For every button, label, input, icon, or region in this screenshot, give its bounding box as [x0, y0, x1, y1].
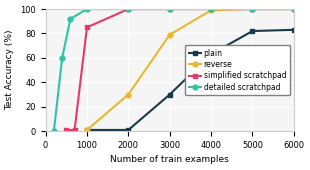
plain [292, 29, 296, 31]
Line: simplified scratchpad: simplified scratchpad [64, 7, 296, 132]
reverse [126, 94, 130, 96]
simplified scratchpad [126, 8, 130, 10]
Legend: plain, reverse, simplified scratchpad, detailed scratchpad: plain, reverse, simplified scratchpad, d… [185, 45, 290, 95]
reverse [251, 8, 255, 10]
detailed scratchpad [168, 8, 172, 10]
plain [251, 30, 255, 32]
plain [209, 53, 213, 55]
Line: plain: plain [85, 27, 296, 132]
simplified scratchpad [64, 129, 68, 131]
simplified scratchpad [73, 129, 76, 131]
detailed scratchpad [60, 57, 64, 59]
Line: reverse: reverse [85, 7, 296, 132]
simplified scratchpad [251, 8, 255, 10]
plain [168, 94, 172, 96]
detailed scratchpad [251, 8, 255, 10]
simplified scratchpad [85, 26, 89, 28]
detailed scratchpad [69, 18, 72, 20]
plain [126, 129, 130, 131]
simplified scratchpad [209, 8, 213, 10]
reverse [292, 8, 296, 10]
simplified scratchpad [292, 8, 296, 10]
Line: detailed scratchpad: detailed scratchpad [51, 7, 296, 134]
detailed scratchpad [52, 130, 56, 132]
plain [85, 129, 89, 131]
detailed scratchpad [209, 8, 213, 10]
simplified scratchpad [168, 8, 172, 10]
Y-axis label: Test Accuracy (%): Test Accuracy (%) [6, 30, 15, 110]
detailed scratchpad [126, 8, 130, 10]
detailed scratchpad [85, 8, 89, 10]
reverse [209, 9, 213, 11]
X-axis label: Number of train examples: Number of train examples [110, 155, 229, 164]
detailed scratchpad [292, 8, 296, 10]
reverse [85, 129, 89, 131]
reverse [168, 34, 172, 36]
